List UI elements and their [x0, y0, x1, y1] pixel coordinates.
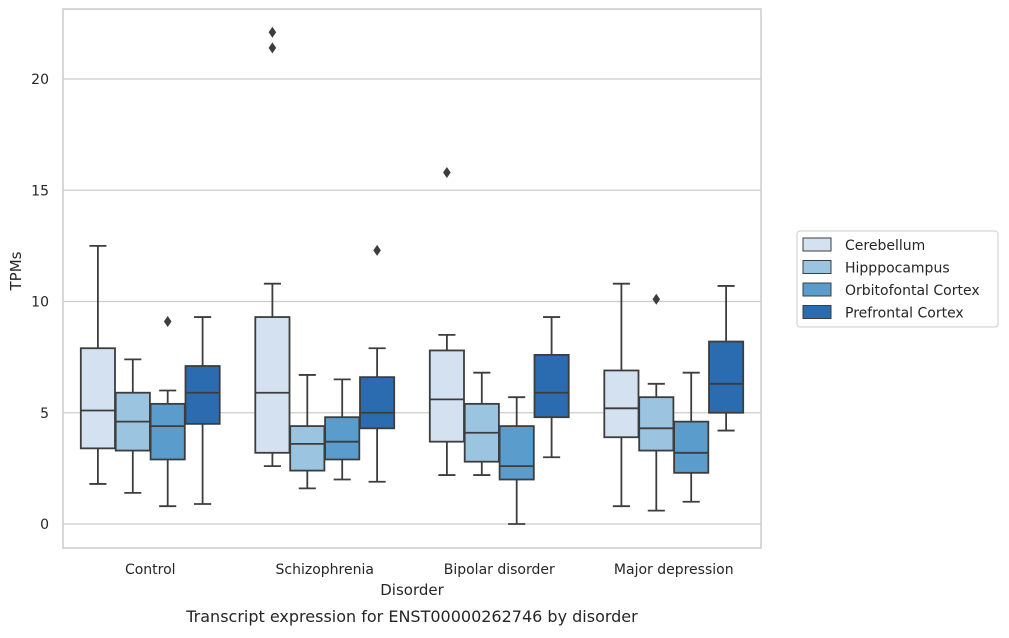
x-tick-label: Major depression: [614, 562, 734, 578]
box-group: [673, 371, 710, 503]
legend-items: Cerebellum Hipppocampus Orbitofontal Corte…: [802, 237, 980, 322]
y-axis-label: TPMs: [7, 251, 25, 291]
box-group: [254, 26, 291, 468]
y-tick-label: 15: [31, 183, 49, 199]
outlier-point: [373, 244, 381, 256]
box: [254, 316, 291, 454]
box: [708, 340, 745, 414]
box-group: [79, 244, 116, 485]
box-group: [114, 358, 151, 494]
plot-frame: [62, 8, 762, 549]
box: [533, 353, 570, 419]
y-tick-label: 0: [40, 517, 49, 533]
box-group: [498, 396, 535, 525]
outlier-point: [652, 293, 661, 305]
box-group: [184, 316, 221, 505]
legend-swatch: [802, 237, 832, 252]
box-layer: [79, 26, 745, 525]
box: [603, 369, 640, 439]
outlier-point: [268, 26, 277, 38]
box: [79, 347, 116, 450]
box-group: [428, 166, 465, 476]
x-tick-label: Bipolar disorder: [444, 562, 555, 578]
y-tick-label: 5: [40, 406, 49, 422]
box-group: [463, 371, 500, 476]
y-tick-labels: 0 5 10 15 20: [31, 72, 49, 533]
y-tick-label: 10: [31, 295, 49, 311]
box-group: [708, 285, 745, 432]
box: [359, 376, 396, 430]
legend-label: Prefrontal Cortex: [845, 306, 964, 322]
box: [638, 396, 675, 452]
box: [184, 365, 221, 425]
box-group: [638, 293, 675, 512]
box-group: [533, 316, 570, 459]
box: [149, 402, 186, 461]
legend-swatch: [802, 260, 832, 274]
outlier-point: [443, 166, 451, 178]
box-group: [149, 316, 186, 508]
box: [289, 425, 326, 472]
box-group: [359, 244, 396, 483]
x-axis-label: Disorder: [380, 581, 444, 599]
box-group: [289, 374, 326, 490]
outlier-point: [268, 42, 277, 54]
box-group: [324, 378, 361, 481]
legend-label: Orbitofontal Cortex: [845, 283, 980, 299]
legend-frame: [796, 230, 999, 328]
legend: Cerebellum Hipppocampus Orbitofontal Corte…: [796, 230, 999, 328]
chart-caption: Transcript expression for ENST0000026274…: [185, 607, 638, 626]
x-tick-label: Control: [125, 562, 176, 578]
legend-label: Hipppocampus: [845, 261, 950, 277]
y-tick-label: 20: [31, 72, 49, 88]
box: [428, 349, 465, 443]
box-group: [603, 282, 640, 508]
box: [324, 416, 361, 461]
box: [673, 420, 710, 474]
legend-swatch: [802, 305, 832, 319]
x-tick-labels: Control Schizophrenia Bipolar disorder Majo…: [125, 562, 734, 578]
legend-label: Cerebellum: [845, 238, 925, 254]
outlier-point: [163, 316, 172, 328]
legend-swatch: [802, 282, 832, 297]
box: [498, 425, 535, 481]
x-tick-label: Schizophrenia: [276, 562, 374, 578]
